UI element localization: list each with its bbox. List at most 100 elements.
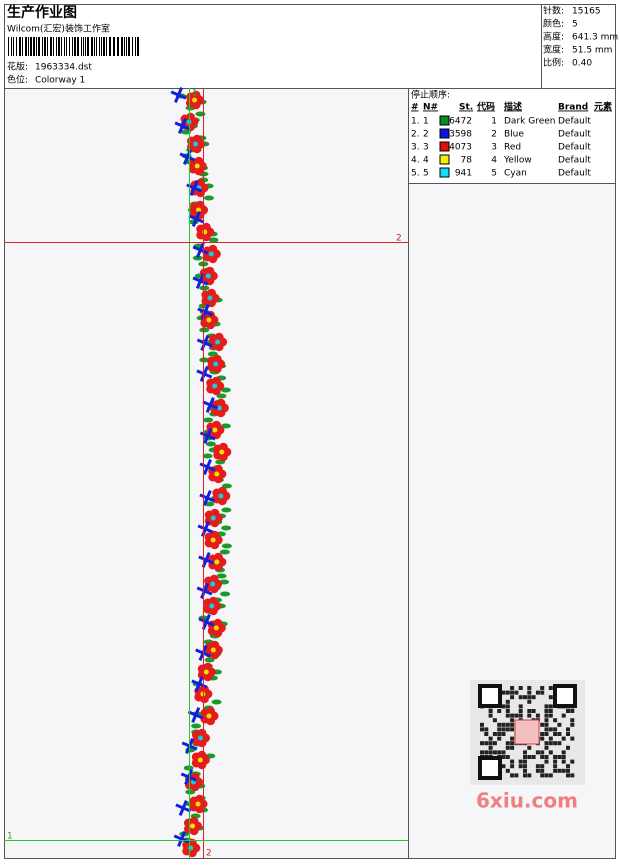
qr-cell xyxy=(497,727,502,732)
flower xyxy=(191,728,210,748)
row-index: 2. xyxy=(411,130,420,140)
petal xyxy=(213,464,223,474)
petal xyxy=(201,222,211,232)
qr-cell xyxy=(501,722,506,727)
qr-cell xyxy=(484,727,489,732)
leaf xyxy=(211,699,222,705)
blue-petal xyxy=(206,459,212,468)
row-code: 2 xyxy=(491,130,497,140)
bar-stripe xyxy=(74,37,76,56)
qr-cell xyxy=(488,709,493,713)
flower-center xyxy=(195,801,201,807)
qr-cell xyxy=(540,755,545,759)
leaf xyxy=(195,111,206,117)
qr-cell xyxy=(488,750,493,755)
guide-label: 2 xyxy=(206,849,212,859)
qr-cell xyxy=(480,727,484,732)
stat-value: 641.3 mm xyxy=(572,33,618,43)
flower-center xyxy=(210,515,216,521)
blue-petal xyxy=(202,366,209,375)
qr-cell xyxy=(557,768,562,773)
flower xyxy=(208,464,227,484)
flower xyxy=(206,376,225,396)
qr-cell xyxy=(510,695,515,700)
qr-cell xyxy=(561,750,566,755)
qr-cell xyxy=(548,704,553,709)
guides xyxy=(4,88,408,858)
flower xyxy=(183,816,202,836)
bar-stripe xyxy=(113,37,115,56)
qr-cell xyxy=(535,764,540,769)
flower xyxy=(208,552,227,572)
petal xyxy=(205,266,215,276)
qr-cell xyxy=(505,690,510,695)
guide-label: 1 xyxy=(192,89,198,99)
flower xyxy=(203,596,222,616)
bar-stripe xyxy=(94,37,95,56)
qr-cell xyxy=(566,732,570,736)
bar-stripe xyxy=(81,37,82,56)
qr-cell xyxy=(531,709,536,713)
qr-cell xyxy=(544,773,549,778)
blue-petal xyxy=(181,800,188,809)
leaf xyxy=(183,765,194,771)
qr-cell xyxy=(497,750,502,755)
bar-stripe xyxy=(87,37,89,56)
row-brand: Default xyxy=(558,156,591,166)
qr-cell xyxy=(566,773,570,778)
petal xyxy=(195,794,205,804)
qr-cell xyxy=(501,764,506,769)
qr-cell xyxy=(561,736,566,741)
row-stitches: 3598 xyxy=(449,130,472,140)
qr-cell xyxy=(527,699,532,704)
qr-cell xyxy=(540,686,545,690)
qr-cell xyxy=(518,695,523,700)
bar-stripe xyxy=(13,37,14,56)
qr-cell xyxy=(544,718,549,723)
qr-cell xyxy=(544,732,549,736)
qr-cell xyxy=(561,713,566,718)
qr-cell xyxy=(544,704,549,709)
bar-stripe xyxy=(135,37,136,56)
qr-cell xyxy=(488,736,493,741)
qr-cell xyxy=(570,773,575,778)
bar-stripe xyxy=(117,37,119,56)
qr-cell xyxy=(561,755,566,759)
petal xyxy=(210,508,220,518)
qr-cell xyxy=(570,722,575,727)
bar-stripe xyxy=(69,37,70,56)
bar-stripe xyxy=(106,37,107,56)
petal xyxy=(210,640,220,650)
design-label: 花版: xyxy=(7,61,28,73)
bar-stripe xyxy=(61,37,62,56)
blue-petal xyxy=(195,211,201,220)
petal xyxy=(208,596,218,606)
qr-cell xyxy=(518,704,523,709)
qr-cell xyxy=(544,741,549,746)
stat-label: 比例: xyxy=(543,57,564,69)
qr-cell xyxy=(501,755,506,759)
row-stitches: 941 xyxy=(455,169,472,179)
bar-stripe xyxy=(132,37,133,56)
qr-cell xyxy=(518,759,523,764)
qr-cell xyxy=(505,722,510,727)
qr-cell xyxy=(523,750,527,755)
qr-cell xyxy=(505,741,510,746)
guide-label: 1 xyxy=(7,832,13,842)
blue-flower xyxy=(199,428,216,444)
qr-cell xyxy=(501,750,506,755)
qr-cell xyxy=(510,727,515,732)
flower-center xyxy=(209,603,215,609)
bar-stripe xyxy=(85,37,86,56)
qr-cell xyxy=(553,718,558,723)
flower-center xyxy=(218,493,224,499)
qr-cell xyxy=(484,741,489,746)
row-stitches: 6472 xyxy=(449,117,472,127)
qr-cell xyxy=(548,773,553,778)
qr-cell xyxy=(531,755,536,759)
leaf xyxy=(220,591,231,597)
color-swatch xyxy=(439,128,450,139)
embroidery xyxy=(170,87,232,858)
qr-cell xyxy=(501,727,506,732)
qr-cell xyxy=(518,686,523,690)
